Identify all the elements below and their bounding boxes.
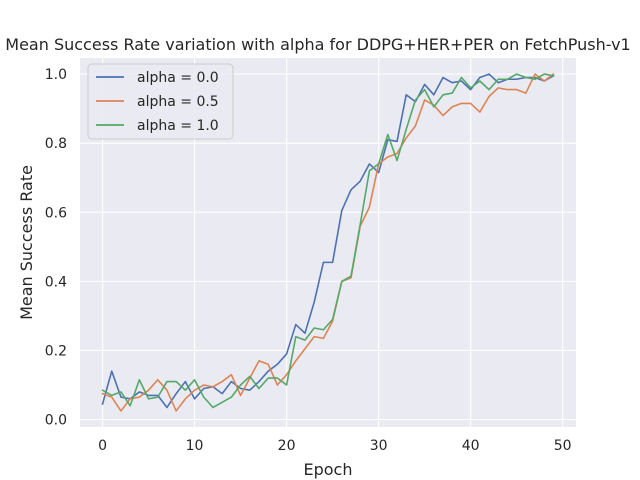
- series-line-1: [101, 72, 555, 412]
- y-axis-label: Mean Success Rate: [17, 165, 36, 320]
- legend-label-1: alpha = 0.5: [137, 94, 219, 110]
- series-line-2: [101, 73, 555, 409]
- legend-box: [87, 63, 234, 140]
- y-tick-label: 0.2: [45, 343, 67, 359]
- x-tick-label: 20: [278, 438, 296, 454]
- x-tick-label: 40: [462, 438, 480, 454]
- y-tick-label: 0.4: [45, 274, 67, 290]
- series-lines: [101, 72, 555, 412]
- y-tick-label: 0.6: [45, 205, 67, 221]
- grid: [80, 58, 576, 427]
- chart-title: Mean Success Rate variation with alpha f…: [5, 35, 630, 54]
- x-tick-label: 50: [554, 438, 572, 454]
- y-tick-label: 1.0: [45, 67, 67, 83]
- x-tick-label: 0: [98, 438, 107, 454]
- legend-label-0: alpha = 0.0: [137, 70, 219, 86]
- x-axis-label: Epoch: [304, 460, 353, 479]
- x-tick-label: 10: [186, 438, 204, 454]
- legend: alpha = 0.0 alpha = 0.5 alpha = 1.0: [87, 63, 234, 140]
- series-line-0: [101, 73, 555, 409]
- x-tick-label: 30: [370, 438, 388, 454]
- y-tick-label: 0.0: [45, 413, 67, 429]
- y-tick-label: 0.8: [45, 136, 67, 152]
- tick-labels: 0 10 20 30 40 50 0.0 0.2 0.4 0.6 0.8 1.0: [45, 67, 572, 454]
- legend-label-2: alpha = 1.0: [137, 118, 219, 134]
